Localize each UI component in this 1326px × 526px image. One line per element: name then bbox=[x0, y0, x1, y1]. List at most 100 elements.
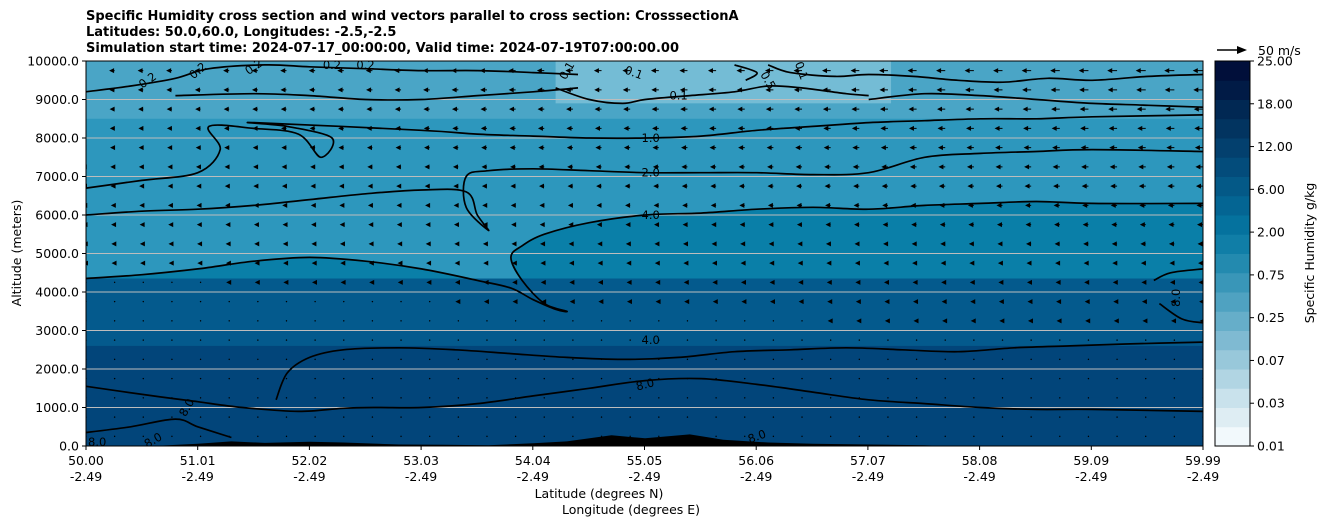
band-8 bbox=[86, 345, 1203, 446]
wind-vector bbox=[171, 435, 173, 438]
wind-vector bbox=[938, 183, 944, 189]
wind-vector bbox=[912, 279, 918, 285]
wind-vector bbox=[1171, 318, 1177, 324]
wind-vector bbox=[1079, 106, 1085, 112]
x-tick-label-lon: -2.49 bbox=[182, 469, 214, 484]
wind-vector bbox=[856, 318, 862, 324]
wind-vector bbox=[400, 339, 402, 341]
wind-vector bbox=[997, 241, 1003, 247]
wind-vector bbox=[142, 397, 144, 399]
wind-vector bbox=[938, 164, 944, 170]
wind-vector bbox=[224, 145, 230, 151]
wind-vector bbox=[827, 299, 833, 305]
wind-vector bbox=[457, 416, 460, 418]
wind-vector bbox=[1140, 241, 1146, 247]
wind-vector bbox=[197, 260, 203, 266]
wind-vector bbox=[257, 339, 259, 341]
wind-vector bbox=[199, 416, 202, 418]
contour-label: 0.1 bbox=[623, 63, 645, 82]
wind-vector bbox=[113, 320, 116, 322]
colorbar-segment bbox=[1215, 369, 1250, 389]
wind-vector bbox=[653, 202, 659, 208]
wind-vector bbox=[283, 279, 289, 285]
wind-vector bbox=[709, 145, 715, 151]
wind-vector bbox=[941, 279, 947, 285]
x-tick-label-lat: 56.06 bbox=[738, 453, 774, 468]
wind-vector bbox=[343, 300, 345, 303]
wind-vector bbox=[400, 397, 402, 399]
wind-vector bbox=[281, 183, 287, 189]
wind-vector bbox=[168, 222, 174, 228]
wind-vector bbox=[195, 125, 201, 131]
wind-vector bbox=[1194, 145, 1200, 151]
x-tick-label-lon: -2.49 bbox=[852, 469, 884, 484]
wind-vector bbox=[768, 241, 774, 247]
wind-vector bbox=[1084, 299, 1090, 305]
contour-label: 0.1 bbox=[792, 60, 811, 82]
wind-vector bbox=[371, 397, 374, 399]
contour-line-4 bbox=[275, 341, 1203, 401]
wind-vector bbox=[1001, 339, 1004, 341]
wind-vector bbox=[880, 145, 886, 151]
wind-vector bbox=[1112, 279, 1118, 285]
wind-vector bbox=[994, 106, 1000, 112]
wind-vector bbox=[514, 377, 517, 380]
colorbar-segment bbox=[1215, 330, 1250, 351]
wind-vector bbox=[113, 300, 116, 303]
wind-vector bbox=[1199, 299, 1203, 304]
wind-vector bbox=[712, 299, 718, 305]
wind-vector bbox=[997, 260, 1003, 266]
wind-vector bbox=[572, 435, 574, 438]
wind-vector bbox=[483, 299, 489, 305]
wind-vector bbox=[1081, 164, 1087, 170]
wind-vector bbox=[1107, 68, 1113, 74]
colorbar-tick-label: 25.00 bbox=[1257, 54, 1293, 69]
wind-vector bbox=[285, 320, 288, 322]
wind-vector bbox=[308, 68, 314, 74]
wind-vector bbox=[1053, 202, 1059, 208]
wind-vector bbox=[801, 320, 803, 322]
x-tick-label-lat: 54.04 bbox=[515, 453, 551, 468]
colorbar-segment bbox=[1215, 272, 1250, 293]
colorbar-segment bbox=[1215, 99, 1250, 120]
terrain bbox=[86, 434, 1203, 446]
wind-vector bbox=[739, 202, 745, 208]
wind-vector bbox=[679, 68, 685, 74]
wind-vector bbox=[1145, 435, 1147, 438]
contour-label: 8.0 bbox=[746, 427, 768, 446]
wind-vector bbox=[964, 68, 970, 74]
wind-vector bbox=[944, 377, 946, 380]
y-tick-label: 7000.0 bbox=[35, 169, 79, 184]
wind-vector bbox=[566, 125, 572, 131]
wind-vector bbox=[394, 87, 400, 93]
wind-vector bbox=[739, 222, 745, 228]
wind-vector bbox=[1116, 397, 1118, 399]
wind-vector bbox=[400, 320, 402, 322]
wind-vector bbox=[1051, 106, 1057, 112]
x-tick-label-lon: -2.49 bbox=[963, 469, 995, 484]
wind-vector bbox=[1107, 87, 1113, 93]
wind-vector bbox=[600, 397, 603, 399]
wind-vector bbox=[311, 260, 317, 266]
axes: 0.0 1000.0 2000.0 3000.0 4000.0 5000.0 6000.0 7… bbox=[27, 54, 1221, 485]
wind-vector bbox=[624, 183, 630, 189]
wind-vector bbox=[371, 435, 374, 438]
colorbar-segment bbox=[1215, 388, 1250, 408]
wind-vector bbox=[424, 183, 430, 189]
wind-vector bbox=[793, 87, 799, 93]
x-tick-label-lat: 59.09 bbox=[1073, 453, 1109, 468]
wind-vector bbox=[1083, 260, 1089, 266]
x-tick-label-lon: -2.49 bbox=[405, 469, 437, 484]
wind-vector bbox=[167, 202, 173, 208]
wind-vector bbox=[1195, 164, 1201, 170]
wind-vector bbox=[1170, 299, 1176, 305]
wind-vector bbox=[457, 435, 460, 438]
wind-vector bbox=[651, 106, 657, 112]
wind-vector bbox=[883, 241, 889, 247]
wind-vector bbox=[343, 339, 345, 341]
wind-vector bbox=[339, 202, 345, 208]
wind-vector bbox=[1059, 377, 1061, 380]
colorbar-segment bbox=[1215, 426, 1250, 447]
wind-vector bbox=[423, 87, 429, 93]
wind-vector bbox=[911, 241, 917, 247]
